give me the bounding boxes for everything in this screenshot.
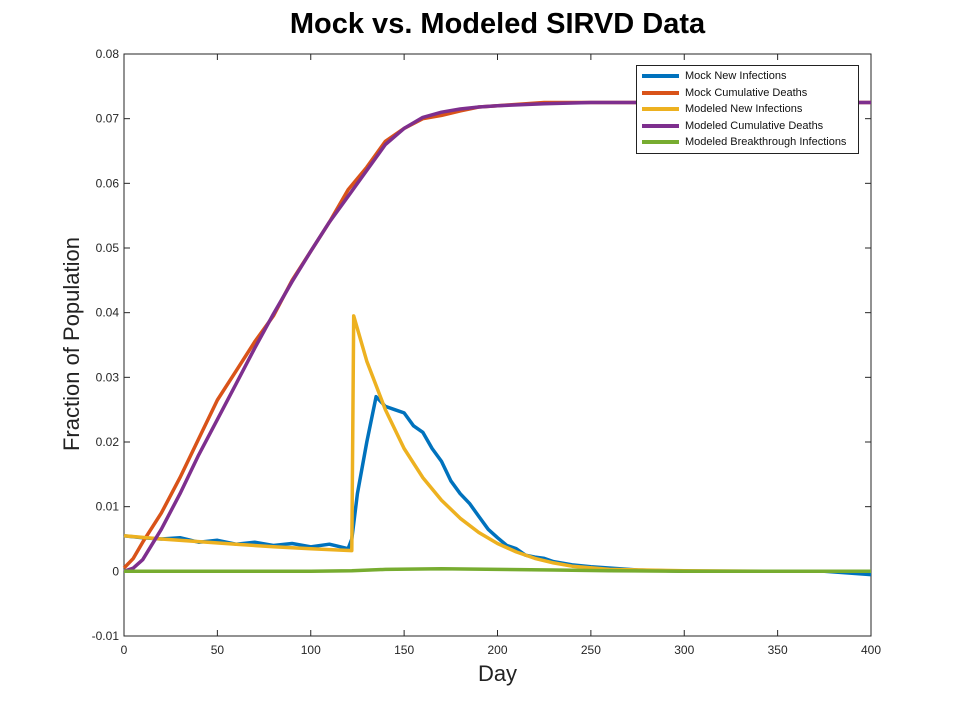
- legend: Mock New Infections Mock Cumulative Death…: [636, 65, 859, 154]
- ticks: 0 50 100 150 200 250 300 350 400-0.0100.010.020.…: [92, 47, 882, 657]
- y-tick-label: 0.02: [96, 435, 120, 449]
- x-tick-label: 350: [768, 643, 788, 657]
- legend-item-modeled-breakthrough-infections: Modeled Breakthrough Infections: [637, 134, 858, 151]
- x-tick-label: 150: [394, 643, 414, 657]
- series-line-modeled-new-infections: [123, 314, 871, 574]
- y-tick-label: 0.04: [96, 306, 120, 320]
- chart-title: Mock vs. Modeled SIRVD Data: [289, 8, 706, 40]
- legend-label: Modeled New Infections: [685, 103, 803, 116]
- x-tick-label: 100: [301, 643, 321, 657]
- x-axis-label: Day: [477, 661, 518, 686]
- legend-label: Modeled Cumulative Deaths: [685, 119, 824, 132]
- y-tick-label: -0.01: [92, 629, 120, 643]
- legend-item-modeled-cumulative-deaths: Modeled Cumulative Deaths: [637, 118, 858, 135]
- series-line-modeled-cumulative-deaths: [123, 100, 871, 573]
- y-axis-label: Fraction of Population: [59, 236, 84, 452]
- x-tick-label: 250: [581, 643, 601, 657]
- legend-swatch: [642, 140, 679, 145]
- y-tick-label: 0.08: [96, 47, 120, 61]
- legend-label: Modeled Breakthrough Infections: [685, 136, 847, 149]
- legend-swatch: [642, 74, 679, 79]
- x-tick-label: 300: [674, 643, 694, 657]
- x-tick-label: 200: [487, 643, 507, 657]
- x-tick-label: 50: [211, 643, 225, 657]
- series-lines: [122, 100, 872, 577]
- y-tick-label: 0.01: [96, 500, 120, 514]
- legend-label: Mock Cumulative Deaths: [685, 86, 808, 99]
- y-tick-label: 0.05: [96, 241, 120, 255]
- legend-swatch: [642, 107, 679, 112]
- x-tick-label: 0: [121, 643, 128, 657]
- y-tick-label: 0.03: [96, 370, 120, 384]
- legend-label: Mock New Infections: [685, 70, 787, 83]
- y-tick-label: 0.07: [96, 112, 120, 126]
- legend-item-mock-new-infections: Mock New Infections: [637, 68, 858, 85]
- legend-item-modeled-new-infections: Modeled New Infections: [637, 101, 858, 118]
- legend-swatch: [642, 123, 679, 128]
- x-tick-label: 400: [861, 643, 881, 657]
- y-tick-label: 0.06: [96, 176, 120, 190]
- series-line-modeled-breakthrough-infections: [124, 566, 871, 574]
- y-tick-label: 0: [112, 564, 119, 578]
- legend-swatch: [642, 90, 679, 95]
- legend-item-mock-cumulative-deaths: Mock Cumulative Deaths: [637, 85, 858, 102]
